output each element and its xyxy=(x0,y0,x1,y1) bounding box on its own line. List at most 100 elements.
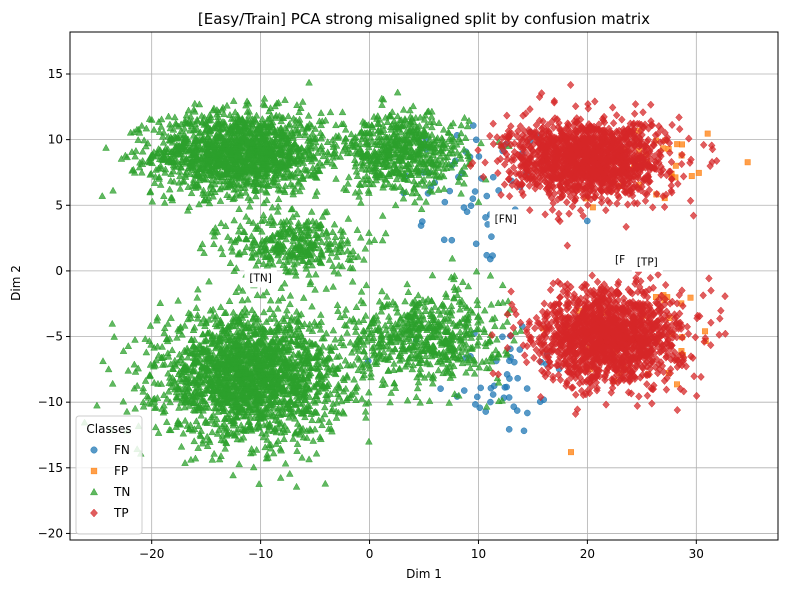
point-tn xyxy=(154,117,163,125)
point-tn xyxy=(274,202,282,210)
point-tn xyxy=(295,187,304,195)
point-tn xyxy=(167,170,175,177)
point-tn xyxy=(246,167,255,175)
point-fp xyxy=(568,449,574,456)
point-tn xyxy=(231,143,240,151)
point-tn xyxy=(156,180,165,188)
point-tn xyxy=(193,124,201,132)
point-tn xyxy=(209,192,217,200)
point-tn xyxy=(284,121,293,129)
point-tn xyxy=(330,162,339,169)
point-fn xyxy=(499,333,506,341)
point-tn xyxy=(203,132,212,140)
point-tn xyxy=(195,142,204,150)
point-fn xyxy=(505,426,513,433)
point-fn xyxy=(467,202,475,210)
point-tn xyxy=(260,199,268,207)
point-tn xyxy=(252,192,260,200)
point-tn xyxy=(177,120,185,128)
point-tn xyxy=(295,108,304,116)
point-tn xyxy=(216,177,224,185)
point-tn xyxy=(146,170,155,178)
point-tn xyxy=(298,97,307,105)
point-fn xyxy=(472,401,479,408)
point-tn xyxy=(280,148,288,156)
point-tn xyxy=(126,128,135,136)
point-fn xyxy=(460,387,468,394)
point-tn xyxy=(297,182,306,190)
point-tn xyxy=(246,155,254,163)
point-tn xyxy=(253,125,261,133)
point-tn xyxy=(302,166,310,174)
point-tn xyxy=(257,180,266,188)
point-fn xyxy=(489,173,497,181)
point-tn xyxy=(160,198,169,206)
point-tn xyxy=(214,132,222,140)
point-tn xyxy=(301,131,309,139)
series-tn xyxy=(80,78,525,490)
point-tn xyxy=(159,138,168,146)
point-tn xyxy=(213,137,222,145)
point-tn xyxy=(274,185,283,193)
point-tn xyxy=(298,172,307,180)
point-tn xyxy=(189,161,197,168)
point-tn xyxy=(260,94,269,102)
point-tn xyxy=(242,101,250,109)
point-tn xyxy=(283,158,292,166)
point-fp xyxy=(704,130,711,137)
point-tn xyxy=(168,138,177,146)
point-tn xyxy=(149,151,157,159)
point-tn xyxy=(263,123,272,131)
point-tn xyxy=(319,152,328,160)
point-tn xyxy=(169,125,178,133)
point-tn xyxy=(243,107,252,115)
point-tn xyxy=(274,195,283,203)
point-tn xyxy=(224,169,232,177)
point-fn xyxy=(523,385,531,392)
point-fn xyxy=(513,407,521,414)
point-tn xyxy=(233,180,241,187)
point-tn xyxy=(198,118,207,126)
point-tn xyxy=(155,128,164,135)
point-tn xyxy=(220,157,229,165)
point-tn xyxy=(189,149,198,156)
point-tn xyxy=(234,127,242,135)
point-tn xyxy=(166,120,174,128)
point-tn xyxy=(179,152,188,160)
point-tn xyxy=(164,112,173,120)
point-tn xyxy=(148,159,156,167)
point-tn xyxy=(332,174,340,182)
point-fn xyxy=(503,383,510,391)
point-fn xyxy=(489,391,497,398)
point-tn xyxy=(158,132,167,140)
point-tn xyxy=(284,112,293,120)
point-tn xyxy=(294,165,302,173)
point-tn xyxy=(303,142,312,150)
point-fn xyxy=(473,393,481,401)
point-tn xyxy=(241,188,250,196)
point-tn xyxy=(182,135,190,143)
point-fn xyxy=(471,188,479,195)
point-tn xyxy=(214,108,223,116)
point-fn xyxy=(469,122,477,129)
point-fp xyxy=(672,162,679,169)
point-tn xyxy=(250,186,259,194)
point-tn xyxy=(248,115,257,123)
point-tn xyxy=(234,117,242,125)
point-tn xyxy=(259,175,267,183)
point-tn xyxy=(181,172,190,180)
point-tn xyxy=(151,172,160,180)
point-tn xyxy=(177,145,185,153)
point-fn xyxy=(440,236,448,244)
point-tn xyxy=(182,159,191,167)
point-tn xyxy=(275,181,283,189)
point-fn xyxy=(583,217,591,225)
point-tn xyxy=(109,186,117,194)
point-tn xyxy=(150,125,158,133)
point-tn xyxy=(323,138,332,145)
point-tn xyxy=(317,142,326,150)
point-tn xyxy=(137,168,146,176)
plot-points xyxy=(80,78,751,490)
point-tn xyxy=(135,128,144,136)
point-fp xyxy=(688,173,695,180)
